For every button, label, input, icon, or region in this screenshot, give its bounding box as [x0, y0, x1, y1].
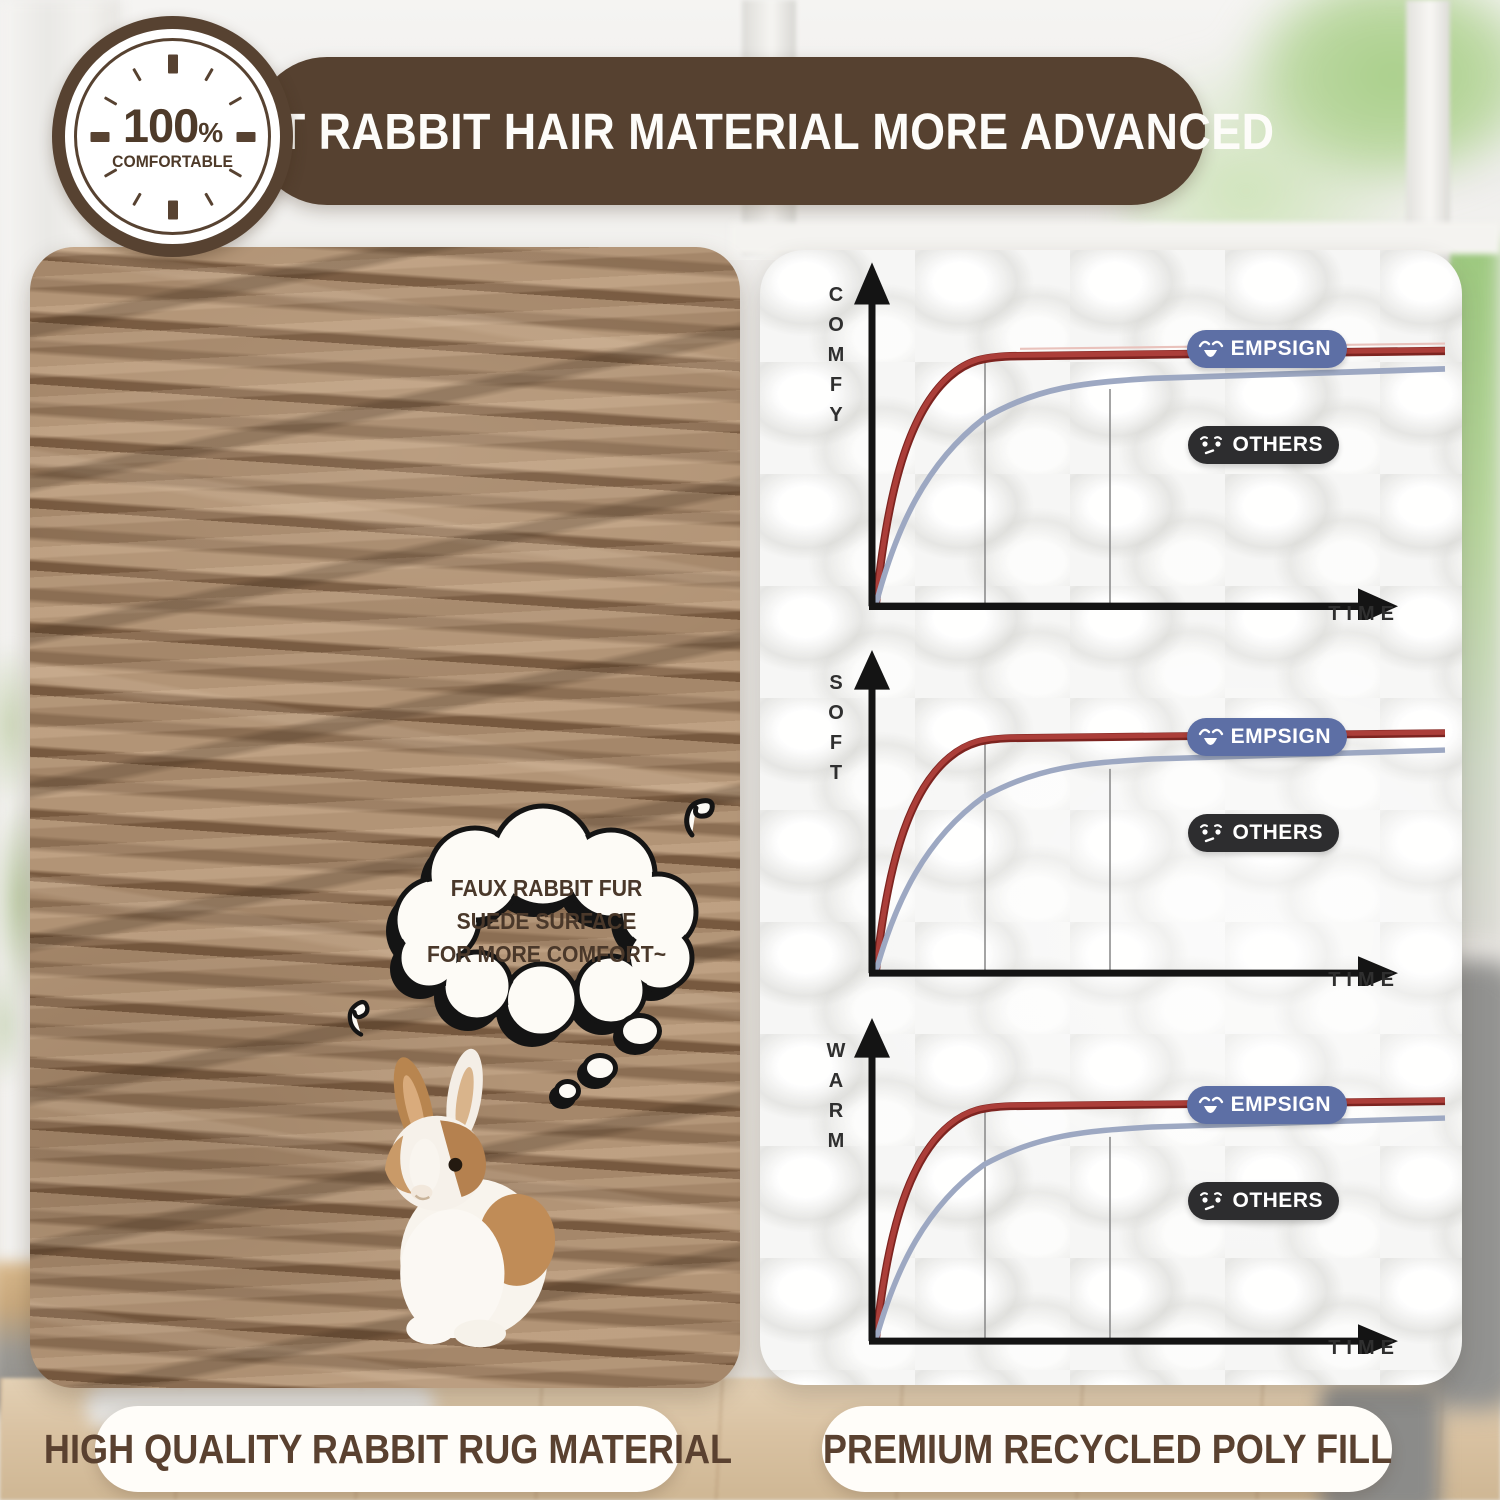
thought-trail-bubble	[618, 1013, 662, 1049]
laughing-face-icon	[1198, 1096, 1223, 1113]
laughing-face-icon	[1198, 728, 1223, 745]
chart-soft: SOFT TIME EMPSIGN OTHERS	[820, 644, 1455, 991]
caption-left-text: HIGH QUALITY RABBIT RUG MATERIAL	[43, 1425, 732, 1472]
legend-empsign: EMPSIGN	[1186, 1086, 1347, 1124]
legend-empsign-label: EMPSIGN	[1230, 725, 1331, 748]
legend-empsign-label: EMPSIGN	[1230, 337, 1331, 360]
foam-texture	[760, 250, 1462, 1385]
thought-trail-bubble	[554, 1079, 581, 1103]
badge-label: COMFORTABLE	[112, 152, 233, 171]
chart-axes-and-curves	[854, 649, 1446, 986]
rabbit-image	[384, 1048, 556, 1348]
bubble-line-2: FOR MORE COMFORT~	[426, 940, 667, 967]
caption-right-text: PREMIUM RECYCLED POLY FILL	[822, 1425, 1392, 1472]
x-axis-label: TIME	[1328, 969, 1400, 991]
legend-empsign: EMPSIGN	[1186, 330, 1347, 368]
legend-others-label: OTHERS	[1232, 1189, 1323, 1212]
puff-doodle	[678, 795, 720, 839]
legend-others-label: OTHERS	[1232, 433, 1323, 456]
puff-doodle	[342, 999, 378, 1037]
window-frame-bar	[1406, 0, 1450, 265]
header-banner: SOFT RABBIT HAIR MATERIAL MORE ADVANCED	[184, 57, 1274, 205]
legend-others: OTHERS	[1188, 426, 1339, 464]
bubble-line-1: FAUX RABBIT FUR SUEDE SURFACE	[450, 875, 643, 934]
laughing-face-icon	[1198, 340, 1223, 357]
legend-empsign-label: EMPSIGN	[1230, 1093, 1331, 1116]
rug-photo-panel: FAUX RABBIT FUR SUEDE SURFACE FOR MORE C…	[30, 247, 740, 1388]
x-axis-label: TIME	[1328, 603, 1400, 625]
thought-trail-bubble	[582, 1053, 618, 1083]
badge-percent: 100%	[122, 98, 223, 152]
chart-warm: WARM TIME EMPSIGN OTHERS	[820, 1012, 1455, 1359]
skeptical-face-icon	[1200, 435, 1223, 454]
y-axis-label: COMFY	[825, 284, 847, 434]
caption-left: HIGH QUALITY RABBIT RUG MATERIAL	[43, 1406, 732, 1492]
comfort-badge: 100% COMFORTABLE	[52, 16, 293, 257]
chart-comfy: COMFY TIME EMPSIGN OTHERS	[820, 256, 1455, 625]
thought-cloud-shape	[386, 803, 699, 1047]
graphs-panel: COMFY TIME EMPSIGN OTHERS	[760, 250, 1462, 1385]
skeptical-face-icon	[1200, 823, 1223, 842]
thought-bubble: FAUX RABBIT FUR SUEDE SURFACE FOR MORE C…	[375, 800, 720, 1050]
legend-others: OTHERS	[1188, 814, 1339, 852]
badge-text: 100% COMFORTABLE	[65, 29, 280, 244]
bubble-text: FAUX RABBIT FUR SUEDE SURFACE FOR MORE C…	[414, 872, 680, 971]
y-axis-label: SOFT	[825, 672, 847, 792]
y-axis-label: WARM	[825, 1040, 847, 1160]
legend-others-label: OTHERS	[1232, 821, 1323, 844]
x-axis-label: TIME	[1328, 1337, 1400, 1359]
legend-empsign: EMPSIGN	[1186, 718, 1347, 756]
chart-axes-and-curves	[854, 262, 1446, 620]
legend-others: OTHERS	[1188, 1182, 1339, 1220]
skeptical-face-icon	[1200, 1191, 1223, 1210]
caption-right: PREMIUM RECYCLED POLY FILL	[822, 1406, 1392, 1492]
banner-title: SOFT RABBIT HAIR MATERIAL MORE ADVANCED	[183, 102, 1275, 160]
chart-axes-and-curves	[854, 1017, 1446, 1354]
rug-fur-texture	[30, 247, 740, 1388]
